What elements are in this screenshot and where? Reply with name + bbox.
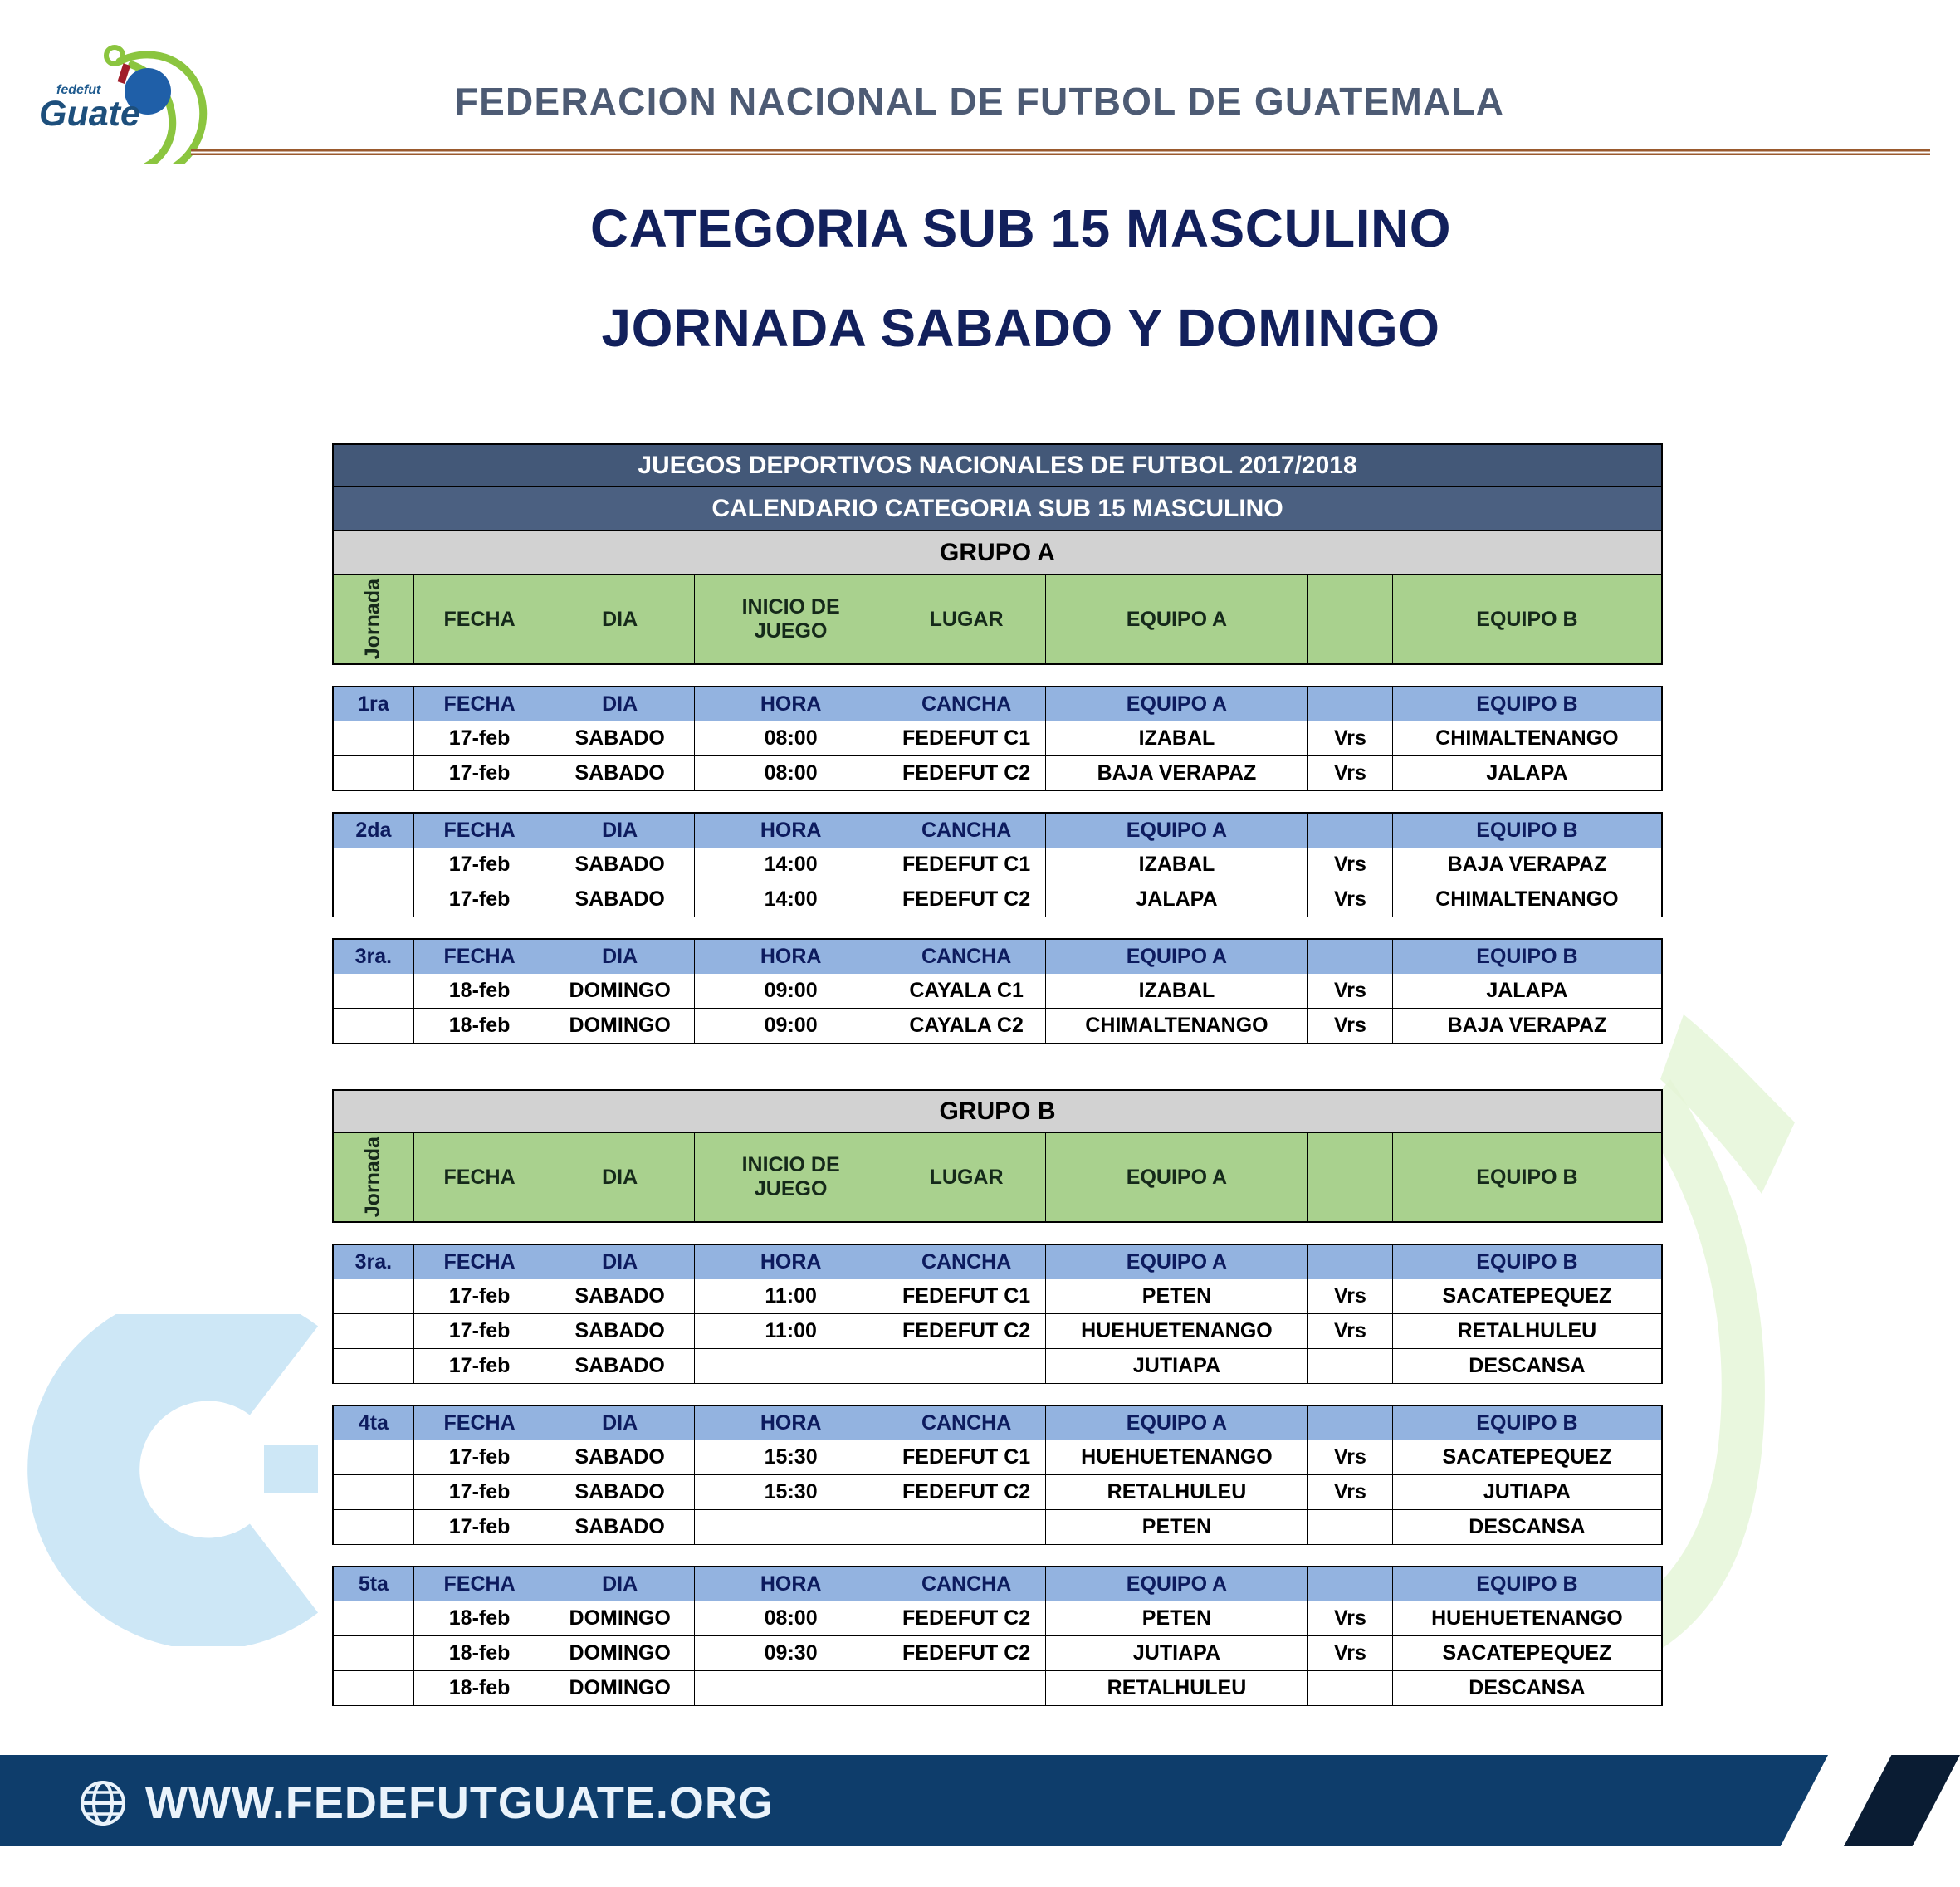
svg-text:Guate: Guate [39,94,140,134]
